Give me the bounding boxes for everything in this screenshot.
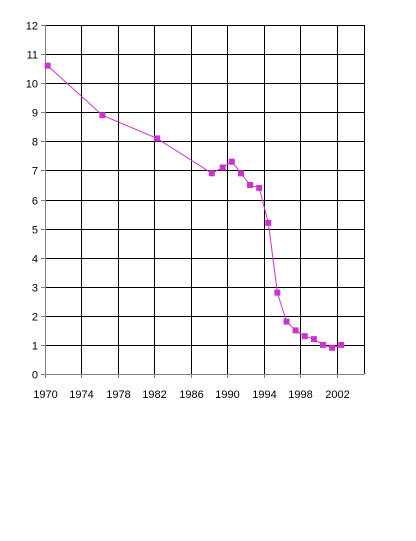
data-point <box>310 336 317 343</box>
data-point <box>329 344 336 351</box>
x-tick-label: 1994 <box>252 389 276 401</box>
y-tick-label: 2 <box>32 312 38 324</box>
x-tick-label: 2002 <box>325 389 349 401</box>
data-series <box>44 62 345 351</box>
x-tick-label: 1970 <box>33 389 57 401</box>
x-tick-label: 1974 <box>69 389 93 401</box>
data-point <box>283 318 290 325</box>
data-point <box>301 333 308 340</box>
data-point <box>265 219 272 226</box>
x-tick-label: 1998 <box>288 389 312 401</box>
data-point <box>292 327 299 334</box>
y-tick-label: 1 <box>32 341 38 353</box>
x-tick-label: 1978 <box>106 389 130 401</box>
y-tick-label: 10 <box>26 79 38 91</box>
data-point <box>238 170 244 177</box>
y-tick-label: 4 <box>32 254 38 266</box>
x-tick-label: 1986 <box>179 389 203 401</box>
x-tick-label: 1982 <box>142 389 166 401</box>
grid-lines <box>45 25 364 375</box>
y-tick-label: 3 <box>32 283 38 295</box>
y-tick-label: 0 <box>32 370 38 382</box>
data-point <box>99 112 106 119</box>
x-tick-label: 1990 <box>215 389 239 401</box>
y-tick-label: 12 <box>26 21 38 33</box>
y-tick-label: 11 <box>27 50 38 62</box>
y-tick-label: 7 <box>32 166 38 178</box>
y-tick-label: 6 <box>32 196 38 208</box>
data-point <box>320 341 326 348</box>
axes <box>41 25 365 378</box>
y-tick-label: 8 <box>32 137 38 149</box>
data-point <box>338 341 345 348</box>
data-point <box>274 289 281 296</box>
data-point <box>154 135 161 142</box>
data-point <box>219 164 226 171</box>
data-point <box>208 170 215 177</box>
data-point <box>247 182 254 188</box>
y-tick-label: 9 <box>32 108 38 120</box>
data-point <box>256 184 263 191</box>
y-tick-label: 5 <box>32 225 38 237</box>
data-point <box>228 158 235 165</box>
data-point <box>44 62 51 69</box>
